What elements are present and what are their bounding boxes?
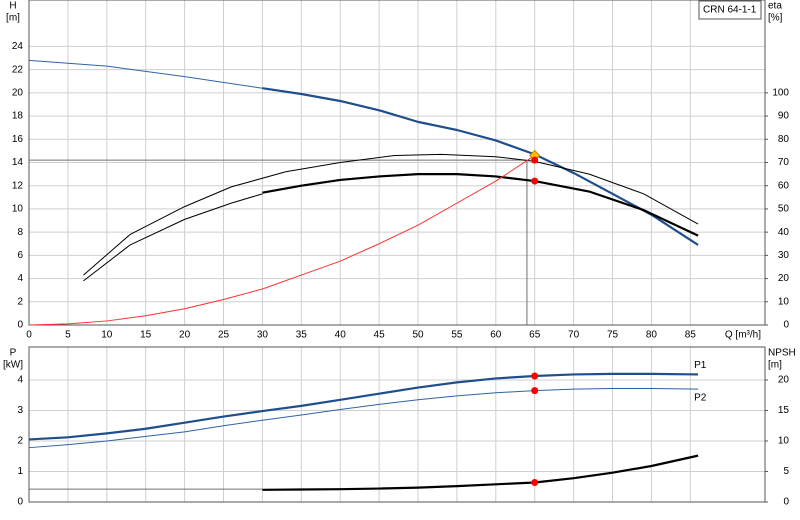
y2-axis-unit: [%] <box>768 13 783 24</box>
series-line <box>28 372 699 441</box>
y-tick-label: 8 <box>17 227 23 238</box>
x-tick-label: 50 <box>412 330 424 341</box>
series-line <box>28 387 699 449</box>
y-axis-unit: [m] <box>6 13 20 24</box>
y2-tick-label: 60 <box>778 180 790 191</box>
x-tick-label: 30 <box>257 330 269 341</box>
x-tick-label: 20 <box>179 330 191 341</box>
y-tick-label: 6 <box>17 250 23 261</box>
x-tick-label: 80 <box>646 330 658 341</box>
operating-point <box>531 478 539 486</box>
y-tick-label: 24 <box>12 41 24 52</box>
y2-tick-label: 0 <box>783 497 789 508</box>
x-tick-label: 35 <box>296 330 308 341</box>
series-line <box>262 173 699 237</box>
x-tick-label: 5 <box>65 330 71 341</box>
series-line <box>83 153 699 276</box>
plot-frame <box>28 0 766 326</box>
y2-tick-label: 10 <box>778 296 790 307</box>
y-tick-label: 12 <box>12 180 24 191</box>
y2-tick-label: 40 <box>778 227 790 238</box>
y-tick-label: 18 <box>12 111 24 122</box>
x-axis-label: Q [m³/h] <box>725 330 761 341</box>
y2-tick-label: 20 <box>778 273 790 284</box>
operating-point <box>531 387 539 395</box>
y2-tick-label: 80 <box>778 134 790 145</box>
y2-tick-label: 0 <box>783 320 789 331</box>
y2-tick-label: 70 <box>778 157 790 168</box>
y-tick-label: 20 <box>12 87 24 98</box>
y-axis-label: P <box>10 348 17 359</box>
legend-title: CRN 64-1-1 <box>703 5 757 16</box>
y-tick-label: 10 <box>12 204 24 215</box>
y-tick-label: 16 <box>12 134 24 145</box>
y2-axis-unit: [m] <box>768 360 782 371</box>
y-axis-label: H <box>9 1 16 12</box>
series-line <box>28 155 535 326</box>
x-tick-label: 40 <box>335 330 347 341</box>
series-line <box>262 454 699 491</box>
y2-tick-label: 15 <box>778 405 790 416</box>
x-tick-label: 10 <box>101 330 113 341</box>
x-tick-label: 0 <box>26 330 32 341</box>
y-tick-label: 3 <box>17 405 23 416</box>
y-tick-label: 0 <box>17 320 23 331</box>
x-tick-label: 70 <box>568 330 580 341</box>
y-axis-unit: [kW] <box>3 360 23 371</box>
y2-tick-label: 5 <box>783 466 789 477</box>
operating-point <box>531 372 539 380</box>
y2-axis-label: eta <box>768 1 782 12</box>
x-tick-label: 75 <box>607 330 619 341</box>
y2-tick-label: 100 <box>772 87 789 98</box>
legend-box <box>698 0 762 20</box>
series-line <box>83 193 263 282</box>
y2-tick-label: 90 <box>778 111 790 122</box>
x-tick-label: 65 <box>529 330 541 341</box>
y-tick-label: 14 <box>12 157 24 168</box>
y2-tick-label: 30 <box>778 250 790 261</box>
y2-tick-label: 10 <box>778 436 790 447</box>
y-tick-label: 2 <box>17 296 23 307</box>
x-tick-label: 85 <box>685 330 697 341</box>
x-tick-label: 55 <box>451 330 463 341</box>
y2-tick-label: 20 <box>778 375 790 386</box>
y-tick-label: 4 <box>17 375 23 386</box>
series-label: P2 <box>694 393 707 404</box>
x-tick-label: 15 <box>140 330 152 341</box>
y2-axis-label: NPSH <box>768 348 796 359</box>
series-line <box>28 59 263 89</box>
y-tick-label: 2 <box>17 436 23 447</box>
operating-point <box>531 156 539 164</box>
x-tick-label: 25 <box>218 330 230 341</box>
y-tick-label: 22 <box>12 64 24 75</box>
y-tick-label: 0 <box>17 497 23 508</box>
y-tick-label: 1 <box>17 466 23 477</box>
series-line <box>262 87 699 246</box>
x-tick-label: 45 <box>374 330 386 341</box>
series-label: P1 <box>694 360 707 371</box>
y2-tick-label: 50 <box>778 204 790 215</box>
operating-point <box>531 177 539 185</box>
x-tick-label: 60 <box>490 330 502 341</box>
plot-frame <box>28 346 766 503</box>
y-tick-label: 4 <box>17 273 23 284</box>
